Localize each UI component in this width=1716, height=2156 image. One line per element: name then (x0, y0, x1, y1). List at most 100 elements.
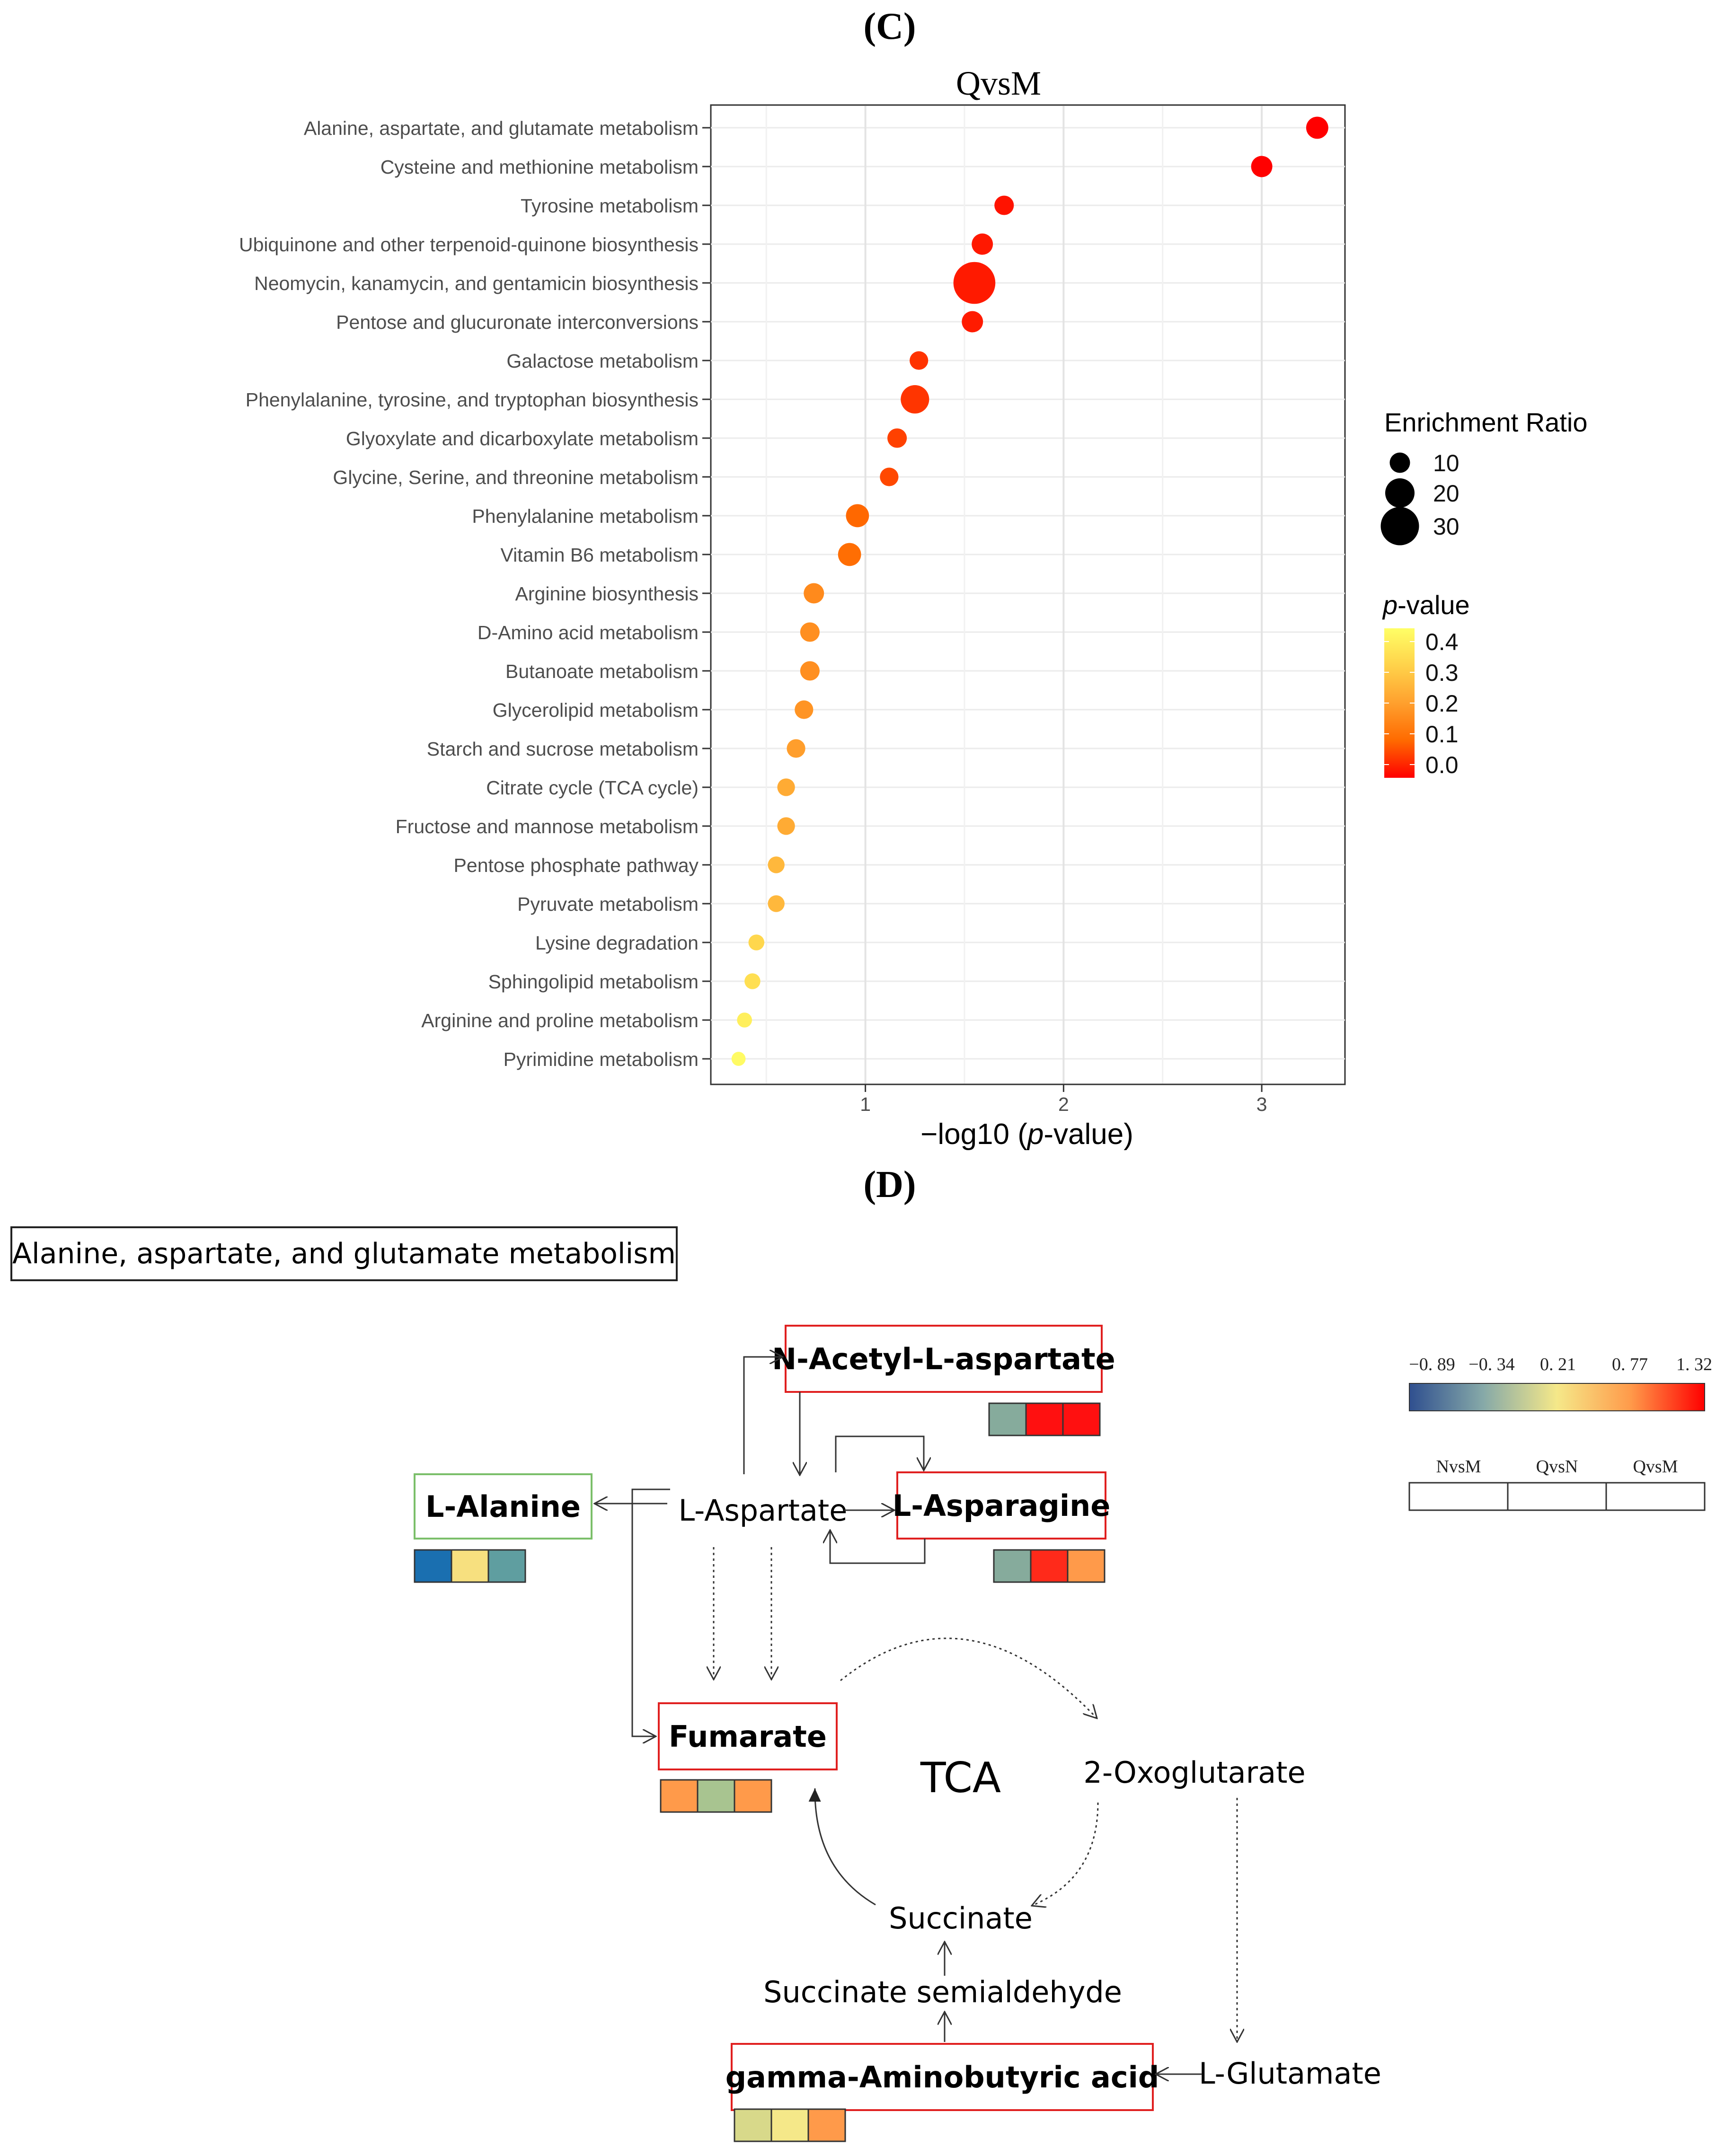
data-point (777, 778, 795, 796)
data-point (846, 504, 869, 528)
data-point (777, 817, 795, 835)
heatmap-cell-l-alanine (414, 1549, 452, 1583)
arrow-asparagine-to-aspartate (830, 1530, 926, 1564)
y-tick-label: Cysteine and methionine metabolism (380, 156, 699, 178)
node-l-aspartate: L-Aspartate (679, 1493, 848, 1528)
arrow-succinate-to-fumarate (808, 1788, 876, 1906)
heatmap-cell-gaba (770, 2108, 809, 2142)
color-legend-title: p-value (1382, 590, 1470, 620)
y-tick-label: Butanoate metabolism (505, 660, 699, 682)
y-tick-label: Sphingolipid metabolism (488, 971, 699, 993)
arrow-aspartate-loop-asparagine (835, 1435, 924, 1472)
y-tick-label: Glycine, Serine, and threonine metabolis… (333, 466, 699, 488)
y-tick-label: Arginine and proline metabolism (421, 1010, 699, 1031)
x-axis-ticks: 1 2 3 (860, 1084, 1267, 1115)
colorbar (1409, 1383, 1705, 1411)
plot-points (731, 116, 1328, 1066)
data-point (838, 543, 861, 566)
data-point (768, 856, 785, 873)
color-legend-label: 0.3 (1425, 660, 1459, 686)
arrow-fumarate-to-oxoglutarate (840, 1637, 1097, 1718)
size-legend: 10 20 30 (1380, 450, 1459, 546)
heatmap-cell-n-acetyl (1025, 1402, 1064, 1436)
data-point (1251, 156, 1273, 177)
y-tick-label: Pentose phosphate pathway (454, 854, 699, 876)
y-tick-label: Citrate cycle (TCA cycle) (486, 777, 699, 799)
tca-label: TCA (920, 1753, 1001, 1802)
y-tick-label: Pyrimidine metabolism (504, 1048, 699, 1070)
data-point (744, 973, 761, 989)
x-tick-label: 1 (860, 1093, 871, 1115)
arrow-aspartate-to-fumarate (631, 1488, 670, 1736)
data-point (787, 739, 805, 758)
y-tick-label: Pyruvate metabolism (517, 893, 699, 915)
y-tick-label: Glyoxylate and dicarboxylate metabolism (346, 428, 699, 449)
heatmap-cell-fumarate (697, 1779, 735, 1813)
size-legend-label: 10 (1433, 450, 1459, 476)
x-tick-label: 2 (1058, 1093, 1069, 1115)
y-tick-label: Arginine biosynthesis (515, 583, 699, 605)
node-l-glutamate: L-Glutamate (1199, 2056, 1381, 2091)
heatmap-cell-l-alanine (487, 1549, 526, 1583)
heatmap-strips (414, 1402, 1106, 2142)
comparison-legend: NvsM QvsN QvsM (1436, 1457, 1678, 1477)
pathway-arrows (594, 1357, 1237, 2074)
y-tick-label: Alanine, aspartate, and glutamate metabo… (304, 117, 699, 139)
y-tick-label: Vitamin B6 metabolism (500, 544, 699, 566)
x-axis-title-part-1: −log10 ( (920, 1118, 1027, 1151)
color-legend-title-part-1: p (1382, 590, 1398, 620)
comparison-label: QvsM (1633, 1457, 1678, 1477)
node-box-l-alanine (414, 1473, 593, 1540)
data-point (800, 622, 820, 642)
colorbar-tick-label: −0. 34 (1468, 1355, 1514, 1374)
pathway-title: Alanine, aspartate, and glutamate metabo… (12, 1237, 676, 1270)
y-tick-label: Pentose and glucuronate interconversions (336, 311, 699, 333)
colorbar-tick-label: 1. 32 (1676, 1355, 1712, 1374)
data-point (731, 1052, 746, 1066)
size-legend-label: 20 (1433, 480, 1459, 507)
heatmap-cell-l-alanine (451, 1549, 489, 1583)
y-tick-label: Phenylalanine, tyrosine, and tryptophan … (246, 389, 699, 411)
node-l-asparagine: L-Asparagine (893, 1488, 1111, 1523)
y-tick-label: Tyrosine metabolism (521, 195, 699, 217)
x-axis-title: −log10 (p-value) (920, 1118, 1133, 1151)
panel-d-label: (D) (863, 1164, 916, 1206)
heatmap-cell-n-acetyl (988, 1402, 1027, 1436)
size-legend-label: 30 (1433, 513, 1459, 540)
y-tick-label: Phenylalanine metabolism (472, 505, 699, 527)
data-point (880, 467, 899, 486)
colorbar-tick-label: 0. 77 (1612, 1355, 1648, 1374)
chart-title: QvsM (956, 64, 1041, 102)
data-point (972, 233, 993, 255)
size-legend-dot (1380, 507, 1419, 546)
size-legend-title: Enrichment Ratio (1384, 407, 1588, 437)
color-legend-bar (1384, 628, 1415, 778)
y-tick-label: Neomycin, kanamycin, and gentamicin bios… (254, 273, 699, 294)
data-point (804, 583, 824, 604)
y-tick-label: Glycerolipid metabolism (493, 699, 699, 721)
node-gamma-aminobutyric-acid: gamma-Aminobutyric acid (725, 2060, 1159, 2094)
color-legend-ticks: 0.4 0.3 0.2 0.1 0.0 (1384, 629, 1459, 778)
arrow-aspartate-to-n-acetyl (743, 1357, 783, 1474)
x-tick-label: 3 (1256, 1093, 1267, 1115)
heatmap-cell-fumarate (734, 1779, 772, 1813)
y-tick-label: D-Amino acid metabolism (478, 622, 699, 643)
heatmap-cell-n-acetyl (1062, 1402, 1101, 1436)
node-l-alanine: L-Alanine (425, 1489, 581, 1524)
heatmap-cell-l-asparagine (1030, 1549, 1069, 1583)
color-legend-label: 0.1 (1425, 721, 1459, 748)
comparison-legend-box (1408, 1482, 1706, 1511)
data-point (994, 195, 1014, 215)
node-box-gaba (731, 2043, 1154, 2111)
colorbar-ticks: −0. 89 −0. 34 0. 21 0. 77 1. 32 (1409, 1355, 1712, 1374)
arrow-oxoglutarate-to-succinate (1032, 1802, 1099, 1906)
color-legend-label: 0.2 (1425, 690, 1459, 717)
data-point (748, 934, 765, 950)
node-succinate: Succinate (889, 1901, 1033, 1936)
y-tick-label: Galactose metabolism (506, 350, 699, 372)
panel-c-label: (C) (863, 6, 916, 47)
size-legend-dot (1385, 478, 1415, 508)
data-point (953, 262, 996, 304)
